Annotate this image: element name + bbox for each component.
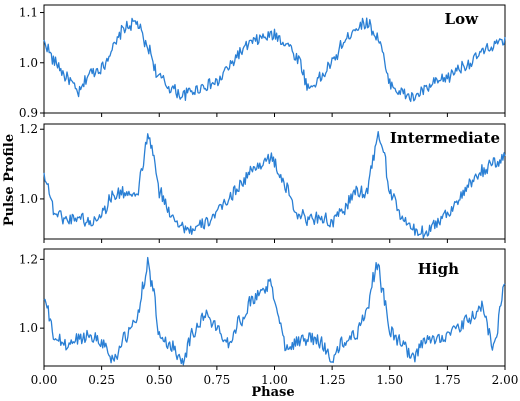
y-tick-label: 1.2 [19, 122, 38, 136]
y-tick-label: 0.9 [19, 106, 38, 120]
series-line [43, 17, 506, 103]
y-tick-label: 1.0 [19, 56, 38, 70]
series-line [43, 131, 506, 239]
x-tick-label: 1.50 [376, 373, 403, 387]
panel-low: 0.9 1.0 1.1 Low [19, 4, 506, 120]
y-axis-title: Pulse Profile [2, 134, 17, 226]
x-tick-label: 0.25 [88, 373, 115, 387]
x-tick-label: 2.00 [492, 373, 519, 387]
panel-high: 1.0 1.2 0.00 0.25 0.50 0.75 1.00 1.25 1.50 1.75 2.… [19, 248, 519, 387]
x-tick-label: 0.75 [204, 373, 231, 387]
y-tick-label: 1.1 [19, 6, 38, 20]
panel-intermediate: 1.0 1.2 Intermediate [19, 122, 506, 243]
x-tick-label: 1.25 [319, 373, 346, 387]
x-axis-title: Phase [251, 385, 294, 400]
y-tick-label: 1.2 [19, 252, 38, 266]
panel-label: Low [445, 10, 480, 28]
series-line [43, 256, 506, 366]
panel-label: Intermediate [390, 129, 500, 147]
panel-label: High [418, 260, 459, 278]
x-tick-label: 0.00 [31, 373, 58, 387]
x-tick-label: 1.00 [261, 373, 288, 387]
y-tick-label: 1.0 [19, 321, 38, 335]
x-tick-label: 1.75 [434, 373, 461, 387]
y-tick-label: 1.0 [19, 192, 38, 206]
x-tick-label: 0.50 [146, 373, 173, 387]
panels-group: 0.9 1.0 1.1 Low 1.0 1.2 Intermediate 1.0 1.2 0.00… [19, 4, 519, 387]
panel-frame [43, 4, 506, 114]
